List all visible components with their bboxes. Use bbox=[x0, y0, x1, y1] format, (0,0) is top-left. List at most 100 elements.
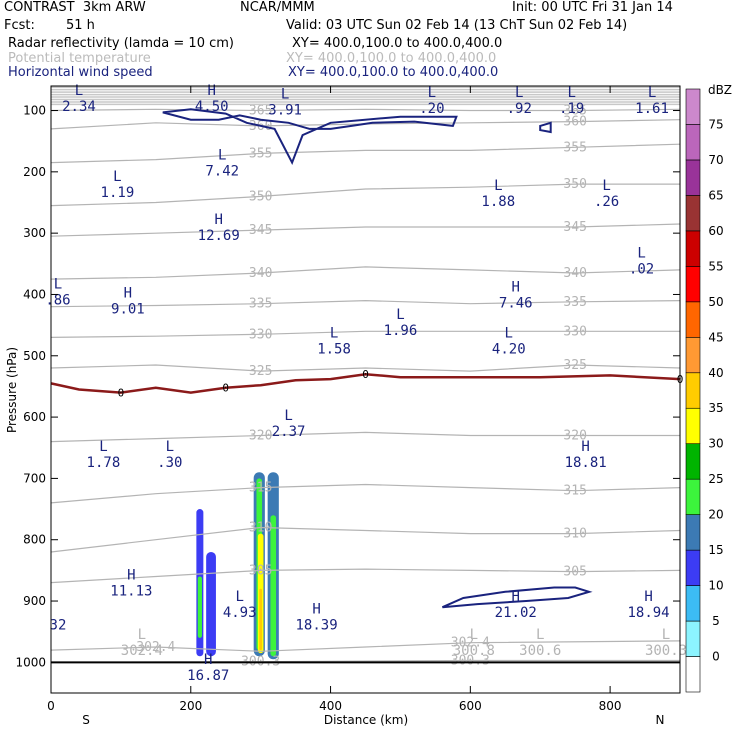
colorbar-segment-1 bbox=[685, 620, 701, 657]
theta-contour-label-365-b: 365 bbox=[563, 104, 586, 119]
colorbar-segment-16 bbox=[685, 88, 701, 125]
theta-contour-335 bbox=[50, 299, 681, 308]
colorbar-segment-6 bbox=[685, 443, 701, 480]
colorbar-label-60: 60 bbox=[708, 224, 723, 238]
center-title: NCAR/MMM bbox=[240, 0, 315, 15]
colorbar-label-70: 70 bbox=[708, 153, 723, 167]
theta-extremum-value-0: 302.4 bbox=[121, 643, 163, 659]
extremum-type-4: L bbox=[515, 85, 523, 101]
extremum-value-0: 2.34 bbox=[62, 99, 96, 115]
extremum-value-1: 4.50 bbox=[195, 99, 229, 115]
colorbar-segment-8 bbox=[685, 372, 701, 409]
zero-contour-label-1: 0 bbox=[222, 382, 229, 395]
theta-contour-label-345-b: 345 bbox=[563, 220, 586, 235]
reflectivity-cell-8 bbox=[270, 515, 277, 657]
extremum-type-11: H bbox=[215, 212, 223, 228]
extremum-type-21: L bbox=[166, 439, 174, 455]
zero-contour-label-2: 0 bbox=[362, 368, 369, 381]
extremum-type-25: H bbox=[312, 601, 320, 617]
zero-contour-label-0: 0 bbox=[118, 387, 125, 400]
extremum-type-5: L bbox=[567, 85, 575, 101]
colorbar-label-40: 40 bbox=[708, 366, 723, 380]
extremum-type-6: L bbox=[648, 85, 656, 101]
colorbar-label-0: 0 bbox=[712, 650, 720, 664]
reflectivity-cell-2 bbox=[206, 551, 216, 657]
extremum-value-28: 32 bbox=[50, 617, 67, 633]
colorbar-label-35: 35 bbox=[708, 401, 723, 415]
y-tick-label-500: 500 bbox=[23, 349, 46, 363]
colorbar-segment-2 bbox=[685, 585, 701, 622]
y-tick-label-600: 600 bbox=[23, 410, 46, 424]
theta-extremum-type-1: L bbox=[470, 627, 478, 643]
extremum-type-29: H bbox=[204, 652, 212, 668]
extremum-value-23: 11.13 bbox=[110, 584, 152, 600]
extremum-value-7: 7.42 bbox=[205, 164, 239, 180]
extremum-value-21: .30 bbox=[157, 455, 182, 471]
theta-contour-label-340-a: 340 bbox=[249, 266, 272, 281]
y-tick-label-100: 100 bbox=[23, 104, 46, 118]
theta-contour-label-320-a: 320 bbox=[249, 428, 272, 443]
colorbar-segment-13 bbox=[685, 195, 701, 232]
colorbar-segment-3 bbox=[685, 549, 701, 586]
plot-frame bbox=[50, 85, 681, 694]
theta-contour-label-345-a: 345 bbox=[249, 223, 272, 238]
extremum-type-26: H bbox=[512, 589, 520, 605]
theta-contour-355 bbox=[50, 143, 681, 164]
extremum-value-16: 1.96 bbox=[384, 323, 418, 339]
x-axis-label: Distance (km) bbox=[324, 713, 408, 727]
extremum-value-3: .20 bbox=[419, 101, 444, 117]
extremum-value-10: .26 bbox=[594, 194, 619, 210]
theta-contour-365 bbox=[50, 108, 681, 112]
theta-contour-345 bbox=[50, 223, 681, 237]
theta-contour-315 bbox=[50, 483, 681, 504]
theta-contour-320 bbox=[50, 431, 680, 443]
colorbar-segment-12 bbox=[685, 230, 701, 267]
y-tick-label-800: 800 bbox=[23, 533, 46, 547]
theta-contour-label-320-b: 320 bbox=[563, 428, 586, 443]
colorbar-label-30: 30 bbox=[708, 437, 723, 451]
extremum-type-2: L bbox=[281, 86, 289, 102]
extremum-type-1: H bbox=[208, 83, 216, 99]
extremum-value-6: 1.61 bbox=[635, 101, 669, 117]
extremum-value-27: 18.94 bbox=[627, 605, 669, 621]
reflectivity-layer bbox=[196, 472, 279, 660]
y-tick-label-300: 300 bbox=[23, 226, 46, 240]
colorbar-label-5: 5 bbox=[712, 614, 720, 628]
theta-contour-label-302.4-a: 302.4 bbox=[136, 640, 175, 655]
fcst-value: 51 h bbox=[66, 18, 95, 33]
theta-contour-302.4 bbox=[50, 640, 681, 652]
theta-contour-label-305-b: 305 bbox=[563, 565, 586, 580]
theta-extremum-type-3: L bbox=[662, 627, 670, 643]
field-3-name: Horizontal wind speed bbox=[8, 65, 153, 80]
colorbar-segment-10 bbox=[685, 301, 701, 338]
extremum-value-19: 2.37 bbox=[272, 424, 306, 440]
valid-time: Valid: 03 UTC Sun 02 Feb 14 (13 ChT Sun … bbox=[286, 18, 628, 33]
wind-contour-1 bbox=[539, 121, 552, 134]
theta-contour-330 bbox=[50, 330, 680, 338]
theta-contour-305 bbox=[50, 568, 681, 584]
x-tick-label-400: 400 bbox=[319, 699, 342, 713]
south-label: S bbox=[82, 713, 90, 727]
extremum-value-14: 9.01 bbox=[111, 302, 145, 318]
theta-contour-label-325-a: 325 bbox=[249, 364, 272, 379]
extremum-value-13: .86 bbox=[45, 292, 70, 308]
theta-contour-340 bbox=[50, 266, 681, 280]
theta-contour-label-330-b: 330 bbox=[563, 324, 586, 339]
colorbar-label-75: 75 bbox=[708, 117, 723, 131]
extremum-value-12: .02 bbox=[629, 262, 654, 278]
fcst-label: Fcst: bbox=[4, 18, 35, 33]
extremum-type-16: L bbox=[396, 307, 404, 323]
theta-contour-label-330-a: 330 bbox=[249, 327, 272, 342]
axes-layer: 100 200 300 400 500 600 700 800 900 1000 0 200 400 60… bbox=[15, 86, 680, 713]
x-tick-label-0: 0 bbox=[47, 699, 55, 713]
theta-contour-label-355-b: 355 bbox=[563, 140, 586, 155]
extremum-type-18: L bbox=[505, 325, 513, 341]
wind-contour-0 bbox=[162, 108, 458, 166]
init-time: Init: 00 UTC Fri 31 Jan 14 bbox=[512, 0, 673, 15]
extremum-value-20: 1.78 bbox=[87, 455, 121, 471]
field-3-xy: XY= 400.0,100.0 to 400.0,400.0 bbox=[288, 65, 499, 80]
colorbar-label-45: 45 bbox=[708, 330, 723, 344]
